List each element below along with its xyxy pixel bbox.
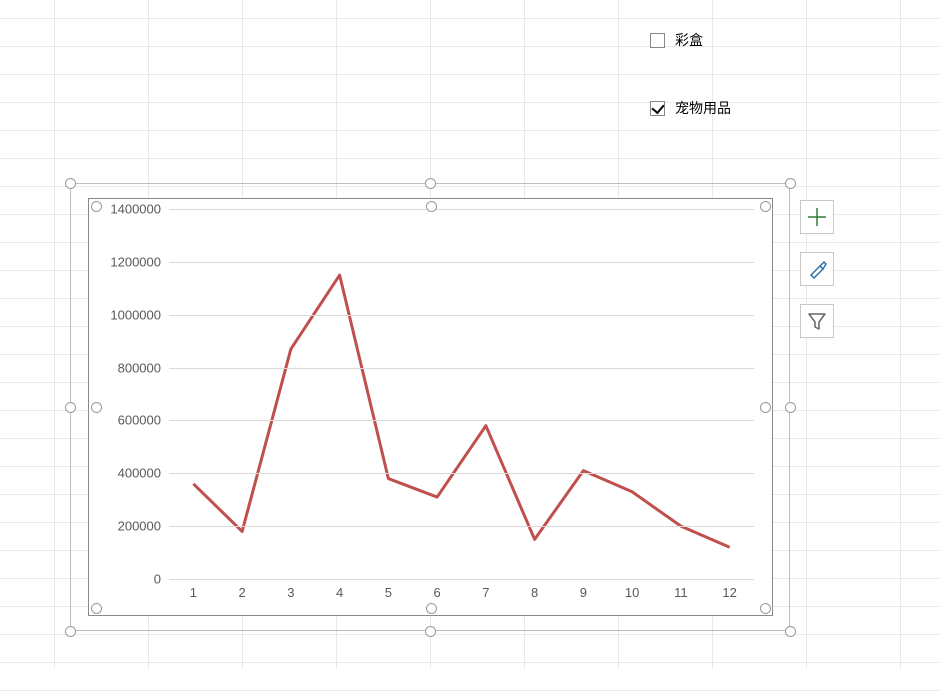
x-axis-label: 2 [239,585,246,600]
y-axis-label: 0 [154,572,161,587]
selection-handle[interactable] [425,178,436,189]
y-axis-label: 400000 [118,466,161,481]
plot-area[interactable]: 0200000400000600000800000100000012000001… [169,209,754,579]
y-gridline [169,420,754,421]
y-gridline [169,262,754,263]
brush-icon [806,258,828,280]
y-axis-label: 800000 [118,360,161,375]
plot-selection-handle[interactable] [91,402,102,413]
selection-handle[interactable] [425,626,436,637]
funnel-icon [806,310,828,332]
y-gridline [169,368,754,369]
y-gridline [169,209,754,210]
selection-handle[interactable] [785,178,796,189]
plot-selection-handle[interactable] [91,201,102,212]
x-axis-label: 11 [674,585,688,600]
x-axis-label: 12 [722,585,736,600]
plot-selection-handle[interactable] [426,603,437,614]
y-axis-label: 1200000 [110,254,161,269]
x-axis-label: 5 [385,585,392,600]
plot-selection-handle[interactable] [760,402,771,413]
checkbox-label: 宠物用品 [675,98,731,118]
chart-styles-button[interactable] [800,252,834,286]
selection-handle[interactable] [785,402,796,413]
checkbox-icon[interactable] [650,33,665,48]
y-gridline [169,579,754,580]
selection-handle[interactable] [65,178,76,189]
plot-selection-handle[interactable] [760,201,771,212]
x-axis-label: 9 [580,585,587,600]
y-gridline [169,473,754,474]
selection-handle[interactable] [785,626,796,637]
series-filter-checkboxes: 彩盒宠物用品 [650,30,731,166]
plot-selection-handle[interactable] [91,603,102,614]
plot-selection-handle[interactable] [426,201,437,212]
filter-checkbox[interactable]: 宠物用品 [650,98,731,118]
y-gridline [169,526,754,527]
y-axis-label: 1400000 [110,202,161,217]
x-axis-label: 10 [625,585,639,600]
filter-checkbox[interactable]: 彩盒 [650,30,731,50]
chart-elements-button[interactable] [800,200,834,234]
line-series [169,209,754,579]
y-gridline [169,315,754,316]
x-axis-label: 7 [482,585,489,600]
chart-object[interactable]: 0 200000 400000 600000 800000 1000000 1200000 1… [88,198,773,616]
plot-selection-handle[interactable] [760,603,771,614]
x-axis-label: 4 [336,585,343,600]
y-axis-label: 200000 [118,519,161,534]
selection-handle[interactable] [65,402,76,413]
x-axis-label: 3 [287,585,294,600]
checkbox-icon[interactable] [650,101,665,116]
selection-handle[interactable] [65,626,76,637]
y-axis-label: 1000000 [110,307,161,322]
checkbox-label: 彩盒 [675,30,703,50]
plus-icon [806,206,828,228]
chart-filter-button[interactable] [800,304,834,338]
y-axis-label: 600000 [118,413,161,428]
x-axis-label: 6 [434,585,441,600]
x-axis-label: 8 [531,585,538,600]
x-axis-label: 1 [190,585,197,600]
